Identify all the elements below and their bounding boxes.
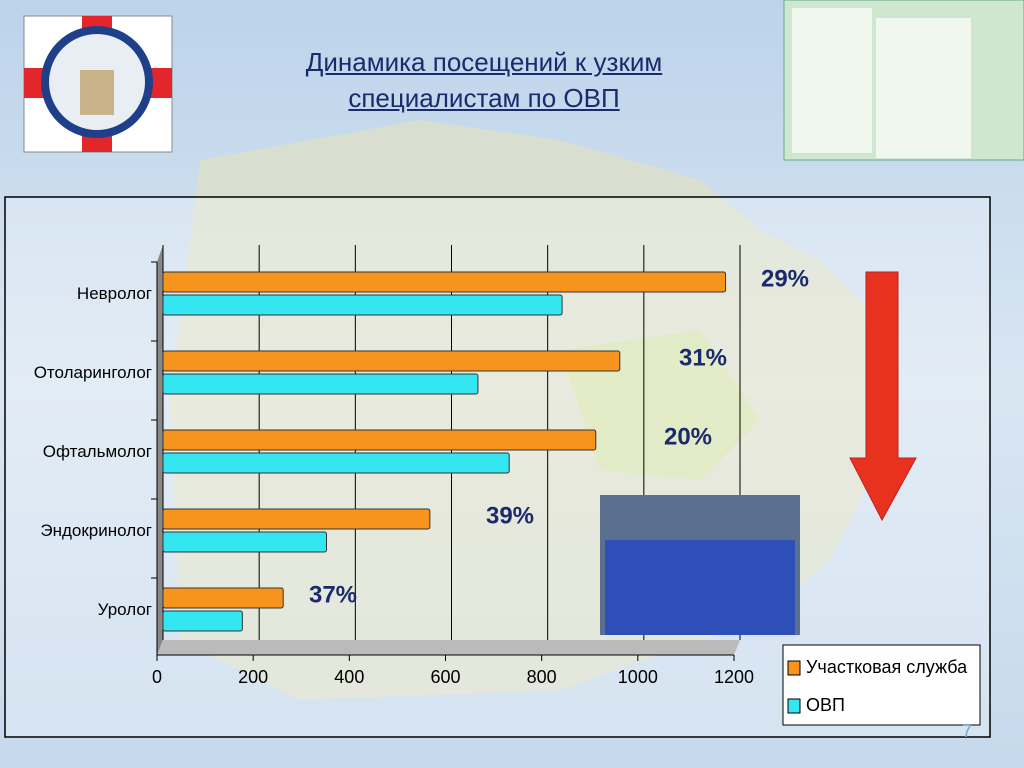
- down-arrow: [849, 271, 917, 522]
- bar: [162, 587, 284, 609]
- photo-board-panel: [792, 8, 872, 153]
- annotation: 37%: [309, 581, 357, 608]
- legend-label: Участковая служба: [806, 657, 968, 677]
- x-tick-label: 1000: [618, 667, 658, 687]
- y-tick-label: Эндокринолог: [40, 521, 152, 540]
- x-tick-label: 800: [527, 667, 557, 687]
- photo-doctors-figures: [605, 540, 795, 635]
- x-tick-label: 600: [430, 667, 460, 687]
- bar: [162, 508, 431, 530]
- annotation: 39%: [486, 502, 534, 529]
- legend-swatch: [787, 660, 801, 676]
- logo-chapel: [80, 70, 114, 115]
- plot-floor: [157, 640, 740, 655]
- y-tick-label: Уролог: [98, 600, 152, 619]
- bar: [162, 271, 727, 293]
- legend: [782, 644, 981, 726]
- annotation: 20%: [664, 423, 712, 450]
- legend-label: ОВП: [806, 695, 845, 715]
- bar: [162, 452, 510, 474]
- plot-wall: [157, 245, 163, 655]
- x-tick-label: 200: [238, 667, 268, 687]
- x-tick-label: 1200: [714, 667, 754, 687]
- y-tick-label: Отоларинголог: [34, 363, 152, 382]
- chart-title: Динамика посещений к узким специалистам …: [305, 47, 663, 113]
- bar: [162, 531, 327, 553]
- x-tick-label: 0: [152, 667, 162, 687]
- bar: [162, 373, 479, 395]
- bar: [162, 429, 597, 451]
- x-tick-label: 400: [334, 667, 364, 687]
- photo-board-panel: [876, 18, 971, 158]
- y-tick-label: Невролог: [77, 284, 152, 303]
- legend-swatch: [787, 698, 801, 714]
- annotation: 29%: [761, 265, 809, 292]
- bar: [162, 350, 621, 372]
- bar: [162, 610, 243, 632]
- annotation: 31%: [679, 344, 727, 371]
- bar: [162, 294, 563, 316]
- page-number: 7: [962, 721, 972, 741]
- y-tick-label: Офтальмолог: [43, 442, 152, 461]
